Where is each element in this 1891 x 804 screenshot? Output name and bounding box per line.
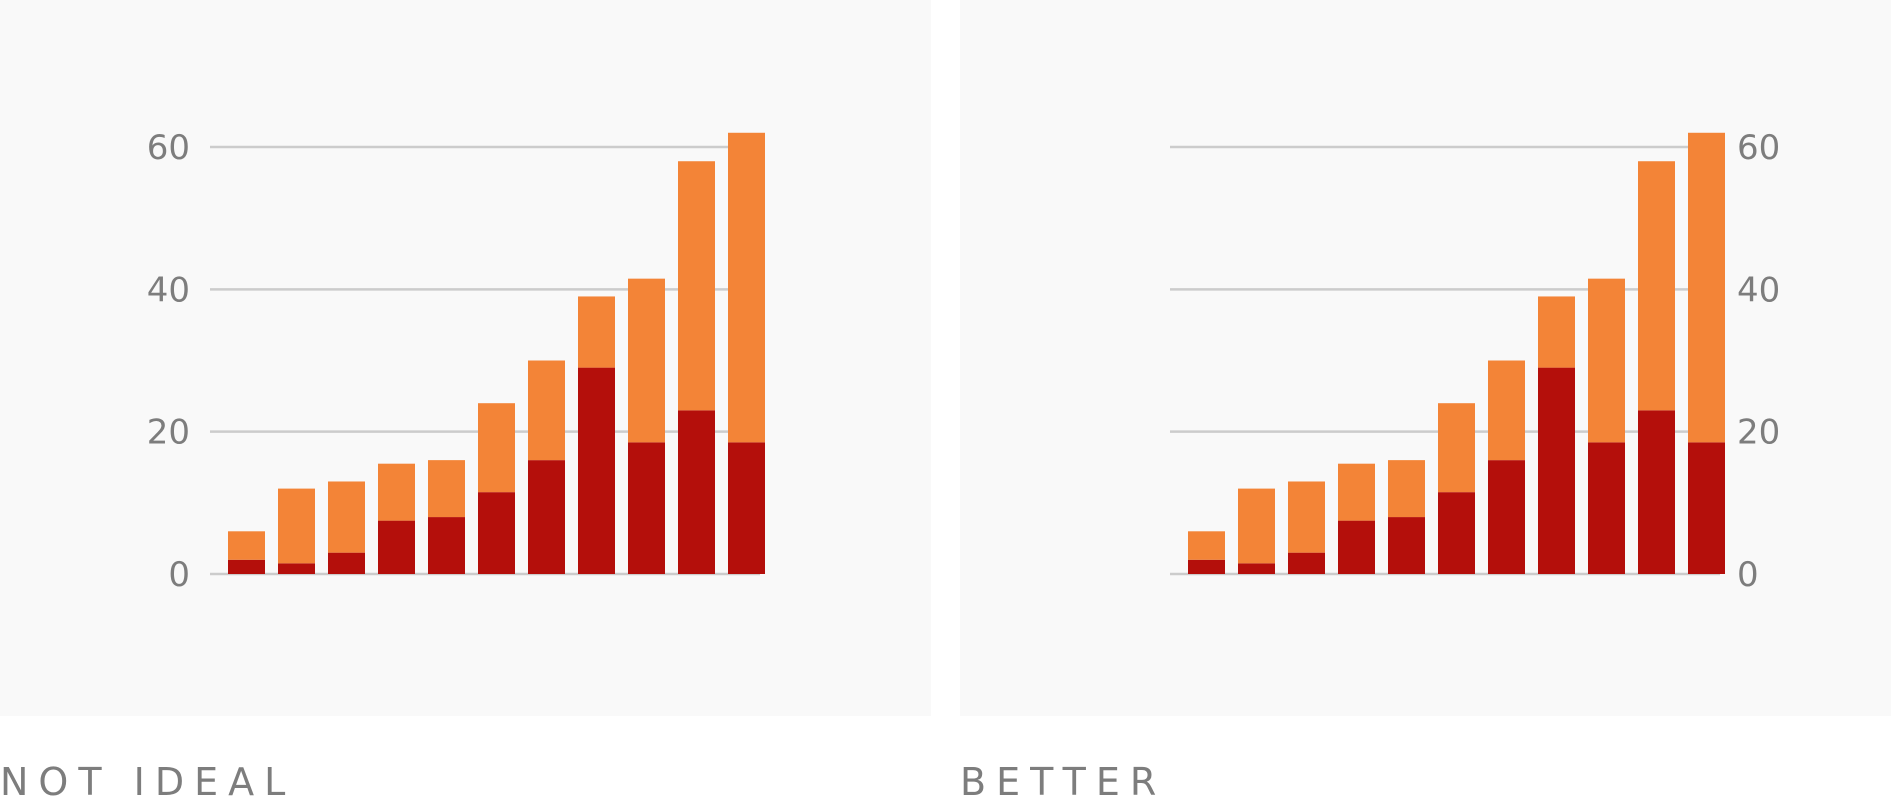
bar-11-segment-top <box>1688 132 1725 443</box>
y-tick-label-0: 0 <box>168 555 190 595</box>
bar-1-segment-top <box>1188 531 1225 560</box>
y-tick-label-40: 40 <box>147 270 190 310</box>
bar-10-segment-bottom <box>678 410 715 574</box>
bar-2-segment-bottom <box>278 563 315 574</box>
caption-not-ideal: NOT IDEAL <box>0 760 296 804</box>
chart-panel-not-ideal: 0 20 40 60 <box>0 0 931 716</box>
bar-5-segment-bottom <box>428 517 465 574</box>
bar-9-segment-bottom <box>1588 442 1625 574</box>
bar-10-segment-top <box>678 161 715 411</box>
chart-panel-better: 0 20 40 60 <box>960 0 1891 716</box>
bar-1-segment-bottom <box>228 559 265 574</box>
bar-11-segment-bottom <box>1688 442 1725 574</box>
y-tick-label-60: 60 <box>1737 128 1780 168</box>
bar-2-segment-top <box>278 488 315 564</box>
y-tick-label-0: 0 <box>1737 555 1759 595</box>
bar-5-segment-top <box>428 460 465 518</box>
y-tick-label-20: 20 <box>1737 413 1780 453</box>
bar-3-segment-top <box>1288 481 1325 553</box>
bar-6-segment-top <box>1438 403 1475 493</box>
bar-4-segment-top <box>378 463 415 521</box>
bar-6-segment-bottom <box>478 492 515 574</box>
bar-7-segment-top <box>528 360 565 461</box>
bar-9-segment-bottom <box>628 442 665 574</box>
bar-4-segment-bottom <box>378 520 415 574</box>
bar-3-segment-top <box>328 481 365 553</box>
bar-8-segment-bottom <box>578 367 615 574</box>
bar-3-segment-bottom <box>1288 552 1325 574</box>
stacked-bar-chart-right-axis: 0 20 40 60 <box>1170 128 1780 595</box>
bar-6-segment-top <box>478 403 515 493</box>
stacked-bar-chart-left-axis: 0 20 40 60 <box>147 128 765 595</box>
bar-5-segment-top <box>1388 460 1425 518</box>
bar-7-segment-bottom <box>528 460 565 574</box>
bar-1-segment-bottom <box>1188 559 1225 574</box>
caption-better: BETTER <box>960 760 1167 804</box>
bar-2-segment-top <box>1238 488 1275 564</box>
bar-9-segment-top <box>628 278 665 443</box>
bar-11-segment-bottom <box>728 442 765 574</box>
y-tick-label-20: 20 <box>147 413 190 453</box>
bar-11-segment-top <box>728 132 765 443</box>
bar-8-segment-top <box>578 296 615 368</box>
bar-9-segment-top <box>1588 278 1625 443</box>
bar-1-segment-top <box>228 531 265 560</box>
bar-8-segment-top <box>1538 296 1575 368</box>
bar-4-segment-top <box>1338 463 1375 521</box>
bar-2-segment-bottom <box>1238 563 1275 574</box>
bar-7-segment-bottom <box>1488 460 1525 574</box>
bar-7-segment-top <box>1488 360 1525 461</box>
y-tick-label-40: 40 <box>1737 270 1780 310</box>
bar-3-segment-bottom <box>328 552 365 574</box>
bar-5-segment-bottom <box>1388 517 1425 574</box>
bar-10-segment-bottom <box>1638 410 1675 574</box>
bar-10-segment-top <box>1638 161 1675 411</box>
bar-4-segment-bottom <box>1338 520 1375 574</box>
y-tick-label-60: 60 <box>147 128 190 168</box>
bar-6-segment-bottom <box>1438 492 1475 574</box>
bar-8-segment-bottom <box>1538 367 1575 574</box>
